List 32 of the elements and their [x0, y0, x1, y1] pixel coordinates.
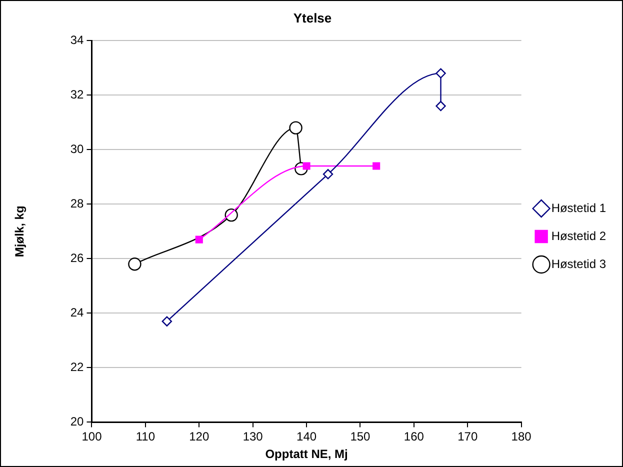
x-tick-label: 160	[404, 430, 424, 444]
legend-label: Høstetid 1	[551, 200, 606, 215]
y-tick-label: 22	[70, 360, 84, 374]
x-tick-label: 110	[136, 430, 156, 444]
point	[436, 100, 446, 112]
y-tick-label: 26	[70, 250, 84, 265]
x-tick-label: 150	[350, 430, 371, 444]
point	[436, 68, 446, 78]
point	[322, 169, 334, 180]
y-axis-title: Mjølk, kg	[12, 206, 27, 258]
y-tick-label: 28	[70, 196, 84, 210]
point	[195, 236, 203, 244]
y-tick-label: 24	[70, 305, 84, 320]
point	[289, 121, 302, 134]
y-tick-label: 32	[70, 87, 84, 102]
point	[372, 162, 380, 170]
y-tick-label: 20	[70, 414, 84, 429]
legend-label: Høstetid 3	[551, 256, 606, 271]
x-tick-label: 140	[296, 430, 317, 444]
point	[128, 258, 142, 271]
y-tick-label: 34	[70, 32, 84, 47]
point	[302, 162, 310, 170]
legend-label: Høstetid 2	[551, 228, 606, 243]
x-tick-label: 130	[242, 430, 264, 444]
x-tick-label: 180	[511, 430, 532, 444]
y-tick-label: 30	[70, 142, 84, 156]
x-tick-label: 170	[458, 430, 478, 444]
x-axis-title: Opptatt NE, Mj	[265, 447, 348, 462]
x-tick-label: 100	[82, 430, 102, 444]
point	[162, 316, 172, 326]
chart-title: Ytelse	[293, 10, 332, 26]
x-tick-label: 120	[189, 430, 210, 444]
